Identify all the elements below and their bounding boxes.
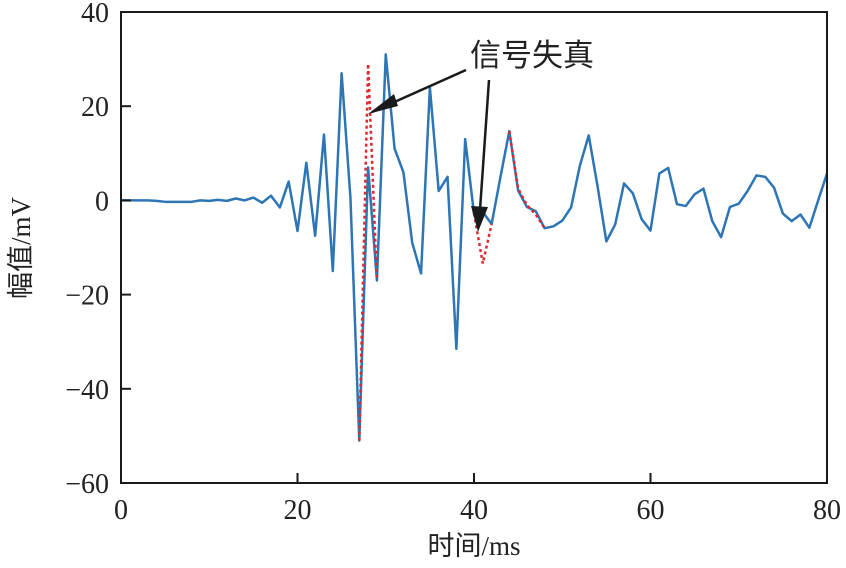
x-tick-label: 20 [284,495,312,526]
x-axis-label: 时间/ms [427,531,520,561]
y-tick-label: −20 [65,281,109,312]
x-tick-label: 0 [114,495,128,526]
y-tick-label: 40 [81,0,109,29]
x-tick-label: 80 [813,495,841,526]
y-axis-label: 幅值/mV [6,197,36,300]
x-tick-label: 40 [460,495,488,526]
series-distorted-segment-2 [509,131,544,228]
y-tick-label: 0 [95,186,109,217]
annotation-label: 信号失真 [470,38,594,73]
annotation-arrow-2 [480,80,489,210]
y-tick-label: 20 [81,92,109,123]
plot-frame [121,12,827,483]
y-tick-label: −40 [65,375,109,406]
y-tick-label: −60 [65,469,109,500]
x-tick-label: 60 [637,495,665,526]
series-original-line [121,54,827,440]
arrowhead-2-icon [471,206,488,232]
